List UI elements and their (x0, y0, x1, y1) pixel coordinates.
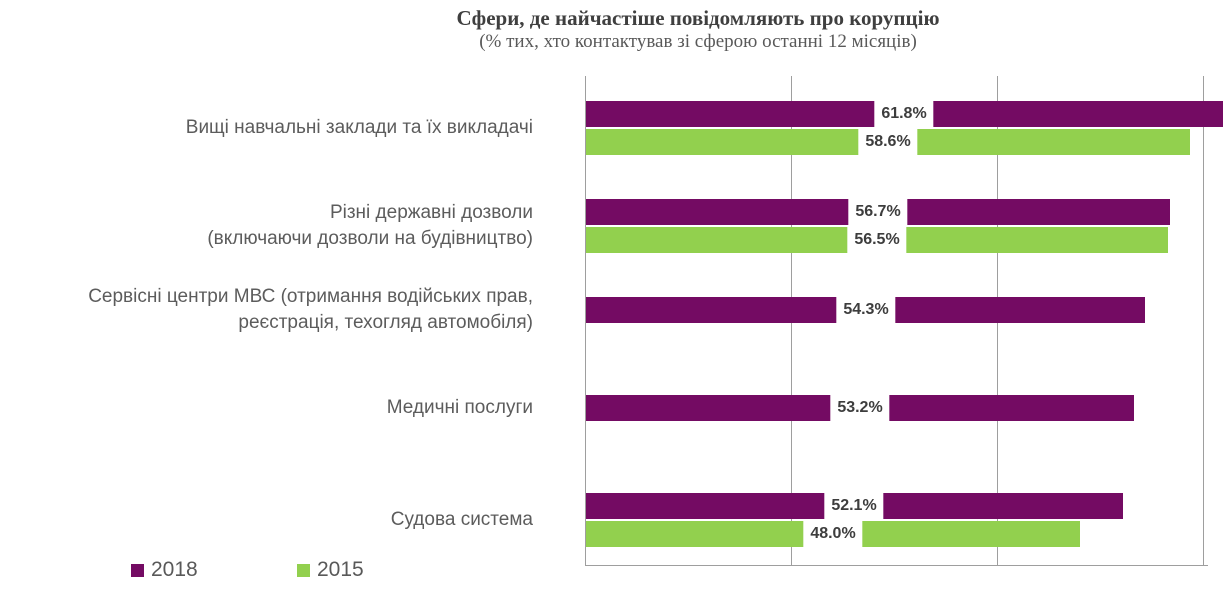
category-label: Різні державні дозволи (включаючи дозволи… (4, 200, 533, 252)
category-label: Вищі навчальні заклади та їх викладачі (4, 115, 533, 141)
category-label-line: Різні державні дозволи (329, 202, 533, 223)
gridline (1203, 76, 1204, 565)
category-label-line: Сервісні центри МВС (отримання водійськи… (88, 286, 533, 307)
value-label: 61.8% (874, 101, 934, 127)
value-label: 54.3% (836, 297, 896, 323)
value-label: 48.0% (803, 521, 863, 547)
category-label-line: Медичні послуги (386, 397, 533, 418)
category-label-line: реєстрація, техогляд автомобіля) (238, 312, 533, 333)
value-label: 53.2% (830, 395, 890, 421)
legend-swatch-2015 (297, 563, 310, 577)
value-label: 56.7% (848, 199, 908, 225)
category-label: Сервісні центри МВС (отримання водійськи… (4, 284, 533, 336)
chart-subtitle: (% тих, хто контактував зі сферою останн… (479, 31, 917, 52)
category-label: Судова система (4, 507, 533, 533)
chart-title: Сфери, де найчастіше повідомляють про ко… (456, 6, 940, 30)
legend-item-2018: 2018 (131, 558, 198, 582)
category-label-line: Судова система (390, 509, 533, 530)
category-label: Медичні послуги (4, 395, 533, 421)
value-label: 52.1% (824, 493, 884, 519)
value-label: 56.5% (847, 227, 907, 253)
category-label-line: (включаючи дозволи на будівництво) (207, 228, 533, 249)
legend-label-2015: 2015 (317, 558, 364, 581)
x-axis-line (585, 565, 1208, 566)
category-label-line: Вищі навчальні заклади та їх викладачі (185, 117, 533, 138)
gridline (585, 76, 586, 565)
legend-item-2015: 2015 (297, 558, 364, 582)
value-label: 58.6% (858, 129, 918, 155)
legend-swatch-2018 (131, 563, 144, 577)
legend-label-2018: 2018 (151, 558, 198, 581)
